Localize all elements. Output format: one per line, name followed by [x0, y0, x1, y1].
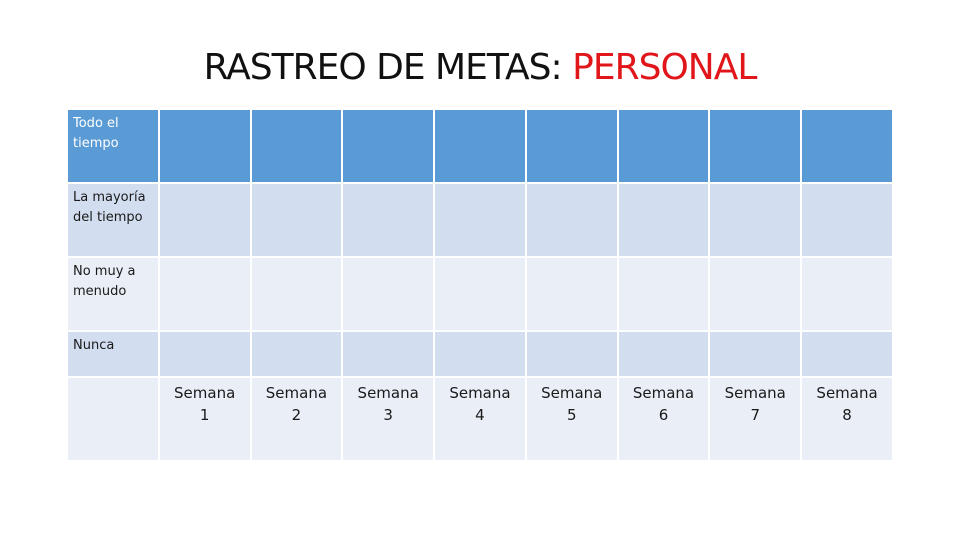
week-word: Semana: [632, 384, 695, 402]
week-word: Semana: [541, 384, 603, 402]
goal-tracking-table: Todo el tiempo La mayoría del tiempo No …: [66, 108, 894, 462]
week-header-cell: Semana 4: [435, 378, 525, 460]
table-row-weeks: Semana 1 Semana 2 Semana 3 Semana 4 Semana 5 …: [68, 378, 892, 460]
tracking-cell[interactable]: [710, 258, 801, 330]
tracking-cell[interactable]: [435, 258, 525, 330]
week-number: 1: [199, 406, 210, 424]
week-header-cell: Semana 5: [526, 378, 617, 460]
week-header-cell: Semana 6: [618, 378, 709, 460]
tracking-cell[interactable]: [159, 332, 250, 376]
row-label-cell: Nunca: [68, 332, 158, 376]
tracking-cell[interactable]: [159, 184, 250, 256]
tracking-cell[interactable]: [343, 332, 434, 376]
tracking-cell[interactable]: [526, 332, 617, 376]
row-label: Nunca: [73, 338, 115, 353]
title-accent: PERSONAL: [572, 47, 757, 88]
week-number: 3: [383, 406, 393, 424]
week-word: Semana: [357, 384, 419, 402]
tracking-cell[interactable]: [435, 332, 525, 376]
tracking-cell[interactable]: [802, 110, 892, 182]
week-header-cell: Semana 3: [343, 378, 434, 460]
tracking-cell[interactable]: [802, 332, 892, 376]
week-header-cell: Semana 7: [710, 378, 801, 460]
week-header-cell: Semana 2: [251, 378, 342, 460]
tracking-cell[interactable]: [251, 184, 342, 256]
tracking-cell[interactable]: [435, 110, 525, 182]
tracking-cell[interactable]: [618, 258, 709, 330]
week-number: 4: [475, 406, 485, 424]
table-row-no-muy-a-menudo: No muy a menudo: [68, 258, 892, 330]
tracking-cell[interactable]: [710, 332, 801, 376]
page-title: RASTREO DE METAS: PERSONAL: [0, 44, 960, 92]
week-word: Semana: [265, 384, 328, 402]
week-number: 8: [842, 406, 852, 424]
tracking-cell[interactable]: [159, 110, 250, 182]
tracking-cell[interactable]: [343, 184, 434, 256]
tracking-cell[interactable]: [802, 184, 892, 256]
tracking-cell[interactable]: [251, 258, 342, 330]
row-label-cell: No muy a menudo: [68, 258, 158, 330]
tracking-cell[interactable]: [343, 258, 434, 330]
tracking-cell[interactable]: [618, 332, 709, 376]
title-prefix: RASTREO DE METAS:: [203, 47, 563, 88]
tracking-cell[interactable]: [526, 258, 617, 330]
tracking-cell[interactable]: [343, 110, 434, 182]
table-row-nunca: Nunca: [68, 332, 892, 376]
week-word: Semana: [816, 384, 878, 402]
tracking-cell[interactable]: [251, 332, 342, 376]
row-label: La mayoría del tiempo: [73, 190, 146, 225]
table-row-la-mayoria-del-tiempo: La mayoría del tiempo: [68, 184, 892, 256]
tracking-cell[interactable]: [526, 184, 617, 256]
row-label-cell: La mayoría del tiempo: [68, 184, 158, 256]
tracking-cell[interactable]: [802, 258, 892, 330]
week-number: 7: [750, 406, 761, 424]
tracking-cell[interactable]: [526, 110, 617, 182]
tracking-cell[interactable]: [710, 110, 801, 182]
tracking-cell[interactable]: [435, 184, 525, 256]
row-label: No muy a menudo: [73, 264, 136, 299]
week-header-cell: Semana 8: [802, 378, 892, 460]
tracking-cell[interactable]: [159, 258, 250, 330]
week-word: Semana: [449, 384, 511, 402]
week-number: 6: [658, 406, 669, 424]
week-header-cell: Semana 1: [159, 378, 250, 460]
tracking-cell[interactable]: [710, 184, 801, 256]
week-word: Semana: [724, 384, 786, 402]
tracking-cell[interactable]: [618, 184, 709, 256]
week-word: Semana: [174, 384, 236, 402]
row-label-cell: Todo el tiempo: [68, 110, 158, 182]
week-number: 5: [566, 406, 577, 424]
table-row-todo-el-tiempo: Todo el tiempo: [68, 110, 892, 182]
corner-cell: [68, 378, 158, 460]
week-number: 2: [291, 406, 302, 424]
row-label: Todo el tiempo: [73, 116, 119, 151]
tracking-cell[interactable]: [251, 110, 342, 182]
tracking-cell[interactable]: [618, 110, 709, 182]
